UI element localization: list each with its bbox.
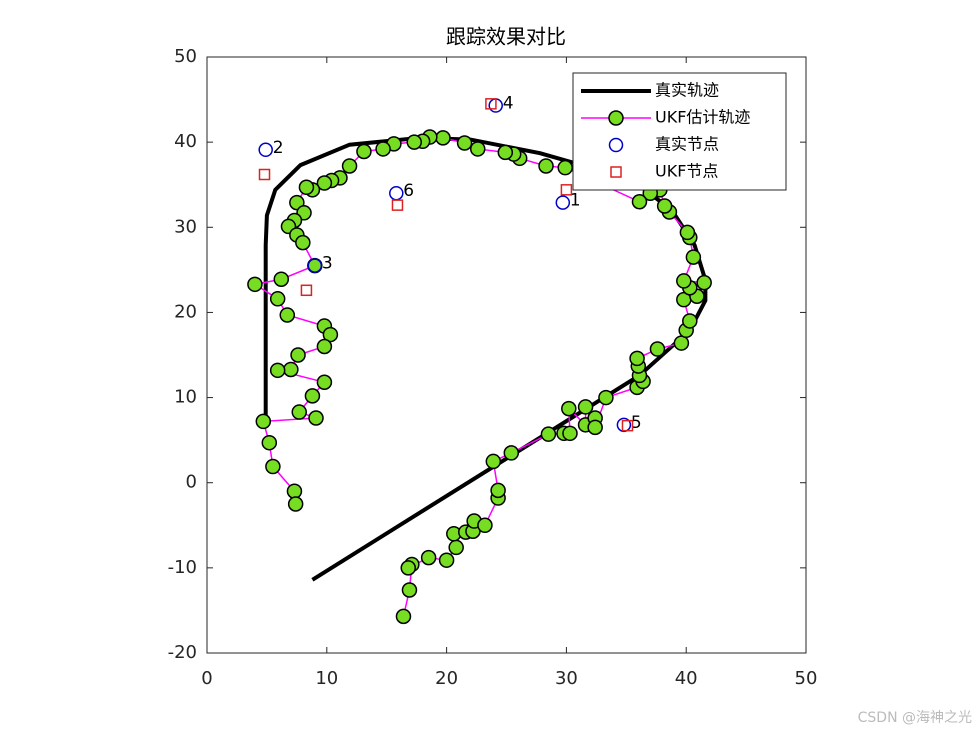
marker	[485, 98, 497, 110]
marker	[287, 496, 304, 512]
marker	[255, 413, 272, 430]
chart-title: 跟踪效果对比	[446, 25, 566, 49]
marker	[295, 234, 311, 251]
marker	[676, 273, 692, 289]
marker	[258, 142, 273, 158]
marker	[679, 224, 696, 241]
node-label: 2	[273, 138, 284, 158]
marker	[497, 144, 514, 161]
marker	[469, 141, 486, 157]
x-tick-label: 50	[795, 668, 818, 689]
marker	[400, 560, 417, 576]
y-tick-label: 20	[174, 301, 197, 322]
marker	[307, 258, 323, 273]
marker	[682, 313, 698, 329]
marker	[401, 582, 418, 598]
marker	[562, 425, 578, 442]
legend-label: 真实轨迹	[655, 81, 719, 100]
legend-marker	[608, 137, 624, 153]
marker	[322, 326, 339, 343]
marker	[696, 274, 712, 291]
x-tick-label: 30	[555, 668, 578, 689]
y-tick-label: 40	[174, 131, 197, 152]
marker	[261, 434, 278, 451]
marker	[485, 453, 502, 470]
legend-label: 真实节点	[655, 135, 719, 154]
marker	[557, 159, 573, 176]
marker	[298, 179, 315, 196]
node-label: 6	[403, 181, 414, 201]
marker	[290, 347, 306, 363]
x-tick-label: 40	[675, 668, 698, 689]
marker	[375, 141, 391, 157]
marker	[420, 549, 437, 566]
legend-marker	[608, 110, 624, 126]
marker	[438, 552, 455, 568]
marker	[341, 158, 358, 174]
marker	[561, 400, 577, 417]
legend-label: UKF节点	[655, 162, 718, 181]
watermark: CSDN @海神之光	[858, 710, 972, 726]
marker	[304, 388, 321, 404]
marker	[673, 335, 690, 351]
marker	[656, 198, 673, 214]
marker	[538, 158, 554, 174]
x-tick-label: 10	[315, 668, 338, 689]
marker	[316, 374, 333, 390]
marker	[685, 249, 702, 265]
x-tick-label: 0	[201, 668, 212, 689]
marker	[269, 291, 286, 307]
marker	[279, 307, 296, 323]
y-tick-label: -10	[168, 557, 197, 578]
marker	[629, 350, 645, 367]
marker	[286, 483, 303, 499]
legend-marker	[610, 166, 622, 178]
marker	[406, 134, 423, 150]
marker	[316, 175, 333, 191]
marker	[258, 168, 271, 181]
marker	[448, 539, 464, 556]
y-tick-label: 10	[174, 387, 197, 408]
node-label: 4	[503, 94, 514, 114]
marker	[555, 195, 571, 210]
marker	[269, 362, 286, 379]
marker	[587, 419, 603, 436]
marker	[540, 426, 557, 442]
marker	[300, 284, 313, 297]
marker	[649, 341, 666, 357]
y-tick-label: -20	[168, 642, 197, 663]
node-label: 1	[570, 191, 581, 211]
legend-label: UKF估计轨迹	[655, 108, 750, 127]
marker	[621, 419, 634, 432]
marker	[273, 271, 290, 287]
y-tick-label: 0	[186, 472, 197, 493]
node-label: 5	[631, 413, 642, 433]
marker	[395, 608, 412, 625]
marker	[477, 517, 493, 534]
y-tick-label: 30	[174, 216, 197, 237]
marker	[456, 135, 473, 151]
marker	[265, 458, 281, 475]
marker	[577, 399, 594, 415]
marker	[435, 130, 451, 146]
marker	[560, 184, 573, 196]
marker	[391, 199, 404, 211]
marker	[490, 482, 506, 499]
marker	[247, 276, 263, 293]
marker	[283, 361, 299, 378]
marker	[631, 193, 648, 210]
marker	[356, 143, 372, 160]
marker	[308, 410, 324, 426]
marker	[598, 389, 614, 406]
node-label: 3	[322, 254, 333, 274]
marker	[291, 404, 307, 420]
marker	[503, 445, 520, 461]
x-tick-label: 20	[435, 668, 458, 689]
y-tick-label: 50	[174, 46, 197, 67]
marker	[316, 338, 333, 355]
